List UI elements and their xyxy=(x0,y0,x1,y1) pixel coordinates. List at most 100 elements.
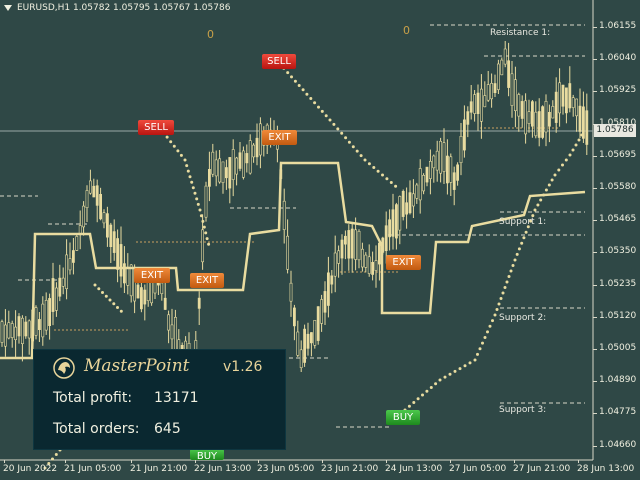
total-orders-value: 645 xyxy=(154,421,181,437)
candle-body xyxy=(146,282,150,301)
candle-body xyxy=(435,150,439,171)
sar-dot xyxy=(332,122,336,126)
candle-body xyxy=(428,161,432,179)
buy-signal[interactable]: BUY xyxy=(190,449,224,460)
sar-dot xyxy=(412,401,416,404)
sar-dot xyxy=(196,202,200,206)
sar-dot xyxy=(389,181,393,184)
candle-body xyxy=(394,204,398,239)
sar-dot xyxy=(376,169,380,173)
sar-dot xyxy=(47,462,51,465)
candle-body xyxy=(558,82,562,114)
total-profit-row: Total profit: 13171 xyxy=(53,390,199,406)
candle-body xyxy=(513,79,517,111)
candle-body xyxy=(41,303,45,338)
sar-dot xyxy=(505,280,509,284)
candle-body xyxy=(201,229,205,263)
candle-body xyxy=(296,331,300,356)
exit-signal[interactable]: EXIT xyxy=(134,268,170,283)
sar-dot xyxy=(195,197,199,201)
candle-body xyxy=(72,250,75,263)
sar-dot xyxy=(476,352,479,356)
sar-dot xyxy=(515,252,519,256)
buy-signal[interactable]: BUY xyxy=(386,410,420,425)
sar-dot xyxy=(347,140,351,144)
time-tick-mark xyxy=(322,460,323,463)
candle-body xyxy=(462,119,466,151)
candle-body xyxy=(316,306,320,341)
total-orders-row: Total orders: 645 xyxy=(53,421,181,437)
sell-signal[interactable]: SELL xyxy=(262,54,296,69)
sar-dot xyxy=(186,169,190,173)
sar-dot xyxy=(351,145,355,149)
time-tick-label: 28 Jun 13:00 xyxy=(577,464,635,474)
exit-signal[interactable]: EXIT xyxy=(262,130,297,145)
sell-signal[interactable]: SELL xyxy=(138,120,174,135)
candle-body xyxy=(106,213,109,238)
time-tick-label: 27 Jun 05:00 xyxy=(449,464,507,474)
menu-triangle-icon[interactable] xyxy=(4,5,12,11)
sar-dot xyxy=(425,389,429,393)
sar-dot xyxy=(190,180,194,184)
sar-dot xyxy=(359,154,363,158)
sar-dot xyxy=(580,133,584,137)
candle-body xyxy=(245,153,249,164)
candle-body xyxy=(238,152,242,169)
price-tick-label: 1.05810 xyxy=(599,117,637,128)
candle-body xyxy=(486,84,490,101)
sar-dot xyxy=(542,193,546,197)
candle-body xyxy=(211,151,215,175)
candle-body xyxy=(585,110,589,145)
sar-dot xyxy=(550,178,554,182)
sar-dot xyxy=(328,118,332,122)
counter-right: 0 xyxy=(403,24,410,37)
candle-body xyxy=(54,287,58,311)
candle-body xyxy=(10,323,14,338)
sar-dot xyxy=(43,466,47,470)
candle-body xyxy=(75,236,79,251)
masterpoint-panel: MasterPoint v1.26 Total profit: 13171 To… xyxy=(33,349,286,450)
candle-body xyxy=(469,101,473,113)
time-tick-mark xyxy=(386,460,387,463)
candle-body xyxy=(17,316,21,337)
candle-body xyxy=(44,299,48,331)
candle-body xyxy=(479,88,483,122)
sar-dot xyxy=(381,173,384,177)
resistance-label: Resistance 1: xyxy=(490,28,551,38)
current-price-tag: 1.05786 xyxy=(594,124,636,137)
sar-dot xyxy=(499,297,503,300)
sar-dot xyxy=(204,231,208,235)
time-tick-mark xyxy=(258,460,259,463)
candle-body xyxy=(126,266,130,286)
sar-dot xyxy=(473,358,477,362)
sar-dot xyxy=(97,287,101,291)
candle-body xyxy=(347,230,351,259)
sar-dot xyxy=(172,144,176,148)
candle-body xyxy=(507,60,511,88)
candle-body xyxy=(551,106,555,119)
sar-dot xyxy=(205,237,209,241)
price-tick-label: 1.05580 xyxy=(599,182,637,192)
price-tick-label: 1.04660 xyxy=(599,439,637,450)
exit-signal[interactable]: EXIT xyxy=(386,255,421,270)
candle-body xyxy=(364,254,368,268)
candle-body xyxy=(102,212,106,224)
candle-body xyxy=(398,196,402,231)
candle-body xyxy=(303,328,307,363)
sar-dot xyxy=(188,175,192,179)
exit-signal[interactable]: EXIT xyxy=(190,273,224,288)
candle-body xyxy=(58,277,62,297)
candle-body xyxy=(112,231,116,253)
candle-body xyxy=(242,150,245,178)
support-1-label: Support 1: xyxy=(499,217,547,227)
candle-body xyxy=(320,299,324,324)
price-tick-label: 1.05120 xyxy=(599,310,637,321)
candle-body xyxy=(65,254,69,289)
candle-body xyxy=(496,63,500,90)
candle-body xyxy=(68,258,72,271)
candle-body xyxy=(330,275,334,285)
candle-body xyxy=(547,112,551,127)
candle-body xyxy=(51,278,55,312)
support-2-label: Support 2: xyxy=(499,313,547,323)
